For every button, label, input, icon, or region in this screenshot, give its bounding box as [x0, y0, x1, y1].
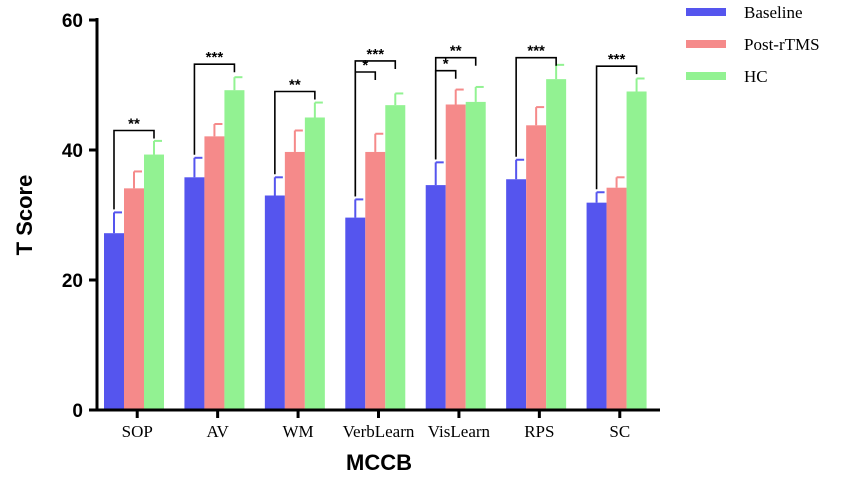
significance-label: **: [289, 77, 301, 94]
bar: [345, 217, 366, 410]
bar: [104, 233, 124, 410]
bars-layer: [104, 79, 647, 411]
x-tick-label: SOP: [122, 422, 153, 441]
significance-label: **: [128, 116, 140, 133]
bar: [506, 179, 527, 410]
bar: [546, 79, 567, 411]
legend-swatch: [686, 72, 726, 80]
bar: [304, 117, 325, 410]
x-tick-label: SC: [609, 422, 630, 441]
bar: [425, 185, 446, 410]
y-tick-label: 40: [62, 141, 83, 162]
x-tick-label: WM: [282, 422, 313, 441]
x-tick-label: VerbLearn: [343, 422, 415, 441]
significance-bracket: [515, 56, 557, 157]
x-axis-title: MCCB: [346, 450, 412, 475]
significance-bracket: [595, 65, 638, 190]
bar: [365, 151, 386, 410]
legend-label: HC: [744, 67, 768, 86]
legend-label: Post-rTMS: [744, 35, 820, 54]
x-tick-label: AV: [206, 422, 229, 441]
significance-label: *: [362, 57, 368, 74]
significance-label: ***: [527, 43, 545, 60]
significance-label: *: [443, 56, 449, 73]
y-axis-title: T Score: [12, 175, 37, 256]
legend-label: Baseline: [744, 3, 803, 22]
bar: [184, 177, 205, 410]
y-tick-label: 0: [72, 401, 83, 422]
significance-bracket: [193, 63, 236, 155]
significance-layer: ************** *** ***: [113, 43, 638, 210]
y-tick-label: 60: [62, 11, 83, 32]
x-tick-label: VisLearn: [428, 422, 491, 441]
x-tick-label: RPS: [524, 422, 554, 441]
significance-bracket: [354, 60, 397, 197]
bar: [626, 91, 647, 410]
y-tick-label: 20: [62, 271, 83, 292]
significance-label: ***: [206, 49, 224, 66]
legend-swatch: [686, 40, 726, 48]
bar: [445, 104, 466, 410]
axes-layer: 0 20 40 60 SOP AV WM VerbLearn VisLearn RPS SC: [62, 11, 660, 441]
significance-label: **: [450, 43, 462, 60]
significance-bracket: [434, 56, 477, 160]
error-bars-layer: [113, 63, 645, 234]
bar: [224, 90, 245, 410]
bar: [264, 195, 285, 410]
bar: [124, 188, 144, 410]
legend: Baseline Post-rTMS HC: [686, 3, 820, 86]
significance-label: ***: [367, 46, 385, 63]
bar: [385, 105, 406, 411]
bar: [144, 154, 164, 410]
bar: [284, 151, 305, 410]
significance-bracket: [113, 129, 155, 210]
significance-label: ***: [608, 51, 626, 68]
significance-bracket: [274, 90, 316, 175]
legend-swatch: [686, 8, 726, 16]
bar: [465, 101, 486, 411]
bar: [586, 202, 607, 410]
bar: [526, 125, 547, 411]
bar: [606, 187, 627, 410]
bar: [204, 136, 225, 410]
